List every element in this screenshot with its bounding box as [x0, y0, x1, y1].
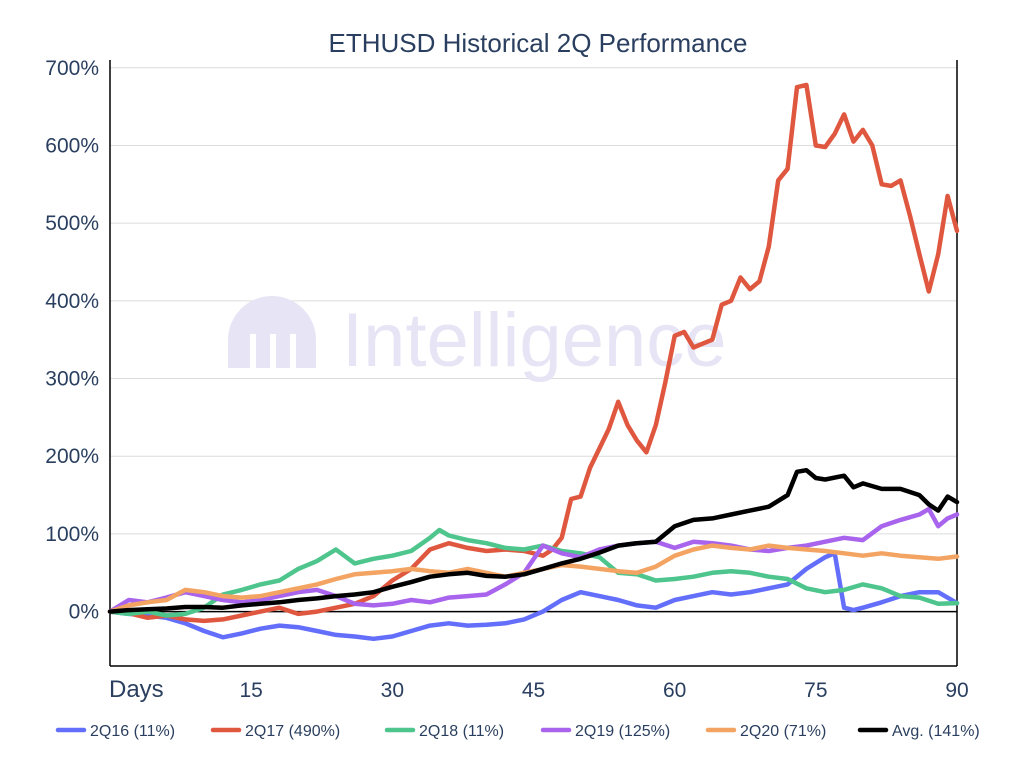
series-line-2: [107, 82, 960, 624]
watermark-text: Intelligence: [342, 298, 727, 383]
series-line-4: [107, 506, 960, 614]
legend-label: 2Q19 (125%): [575, 723, 670, 740]
x-tick-label: 90: [945, 679, 968, 702]
x-tick-label: 60: [663, 679, 686, 702]
watermark: Intelligence: [228, 296, 727, 383]
y-tick-label: 700%: [45, 57, 99, 80]
x-tick-label: 30: [381, 679, 404, 702]
y-tick-label: 500%: [45, 212, 99, 235]
watermark-logo-icon: [228, 296, 316, 370]
legend: 2Q16 (11%) 2Q17 (490%) 2Q18 (11%) 2Q19 (125…: [55, 723, 980, 740]
y-tick-label: 0%: [69, 601, 99, 624]
x-tick-label: 45: [522, 679, 545, 702]
y-tick-label: 400%: [45, 290, 99, 313]
y-tick-label: 600%: [45, 134, 99, 157]
x-tick-labels: 15 30 45 60 75 90: [239, 679, 968, 702]
axes: [109, 60, 958, 667]
legend-label: 2Q18 (11%): [419, 723, 504, 740]
series-line-6: [107, 467, 960, 614]
y-tick-label: 300%: [45, 368, 99, 391]
y-tick-label: 200%: [45, 445, 99, 468]
x-tick-label: 15: [239, 679, 262, 702]
series-line-1: [107, 551, 960, 642]
legend-label: 2Q20 (71%): [740, 723, 826, 740]
series-line-3: [107, 527, 960, 618]
gridlines: [110, 67, 957, 613]
x-tick-label: 75: [804, 679, 827, 702]
legend-label: 2Q16 (11%): [90, 723, 175, 740]
legend-label: 2Q17 (490%): [245, 723, 340, 740]
series-lines: [107, 82, 960, 642]
legend-label: Avg. (141%): [892, 723, 980, 740]
y-tick-labels: 0% 100% 200% 300% 400% 500% 600% 700%: [45, 57, 99, 624]
chart-title: ETHUSD Historical 2Q Performance: [329, 28, 748, 58]
y-tick-label: 100%: [45, 523, 99, 546]
x-axis-label: Days: [109, 676, 164, 703]
